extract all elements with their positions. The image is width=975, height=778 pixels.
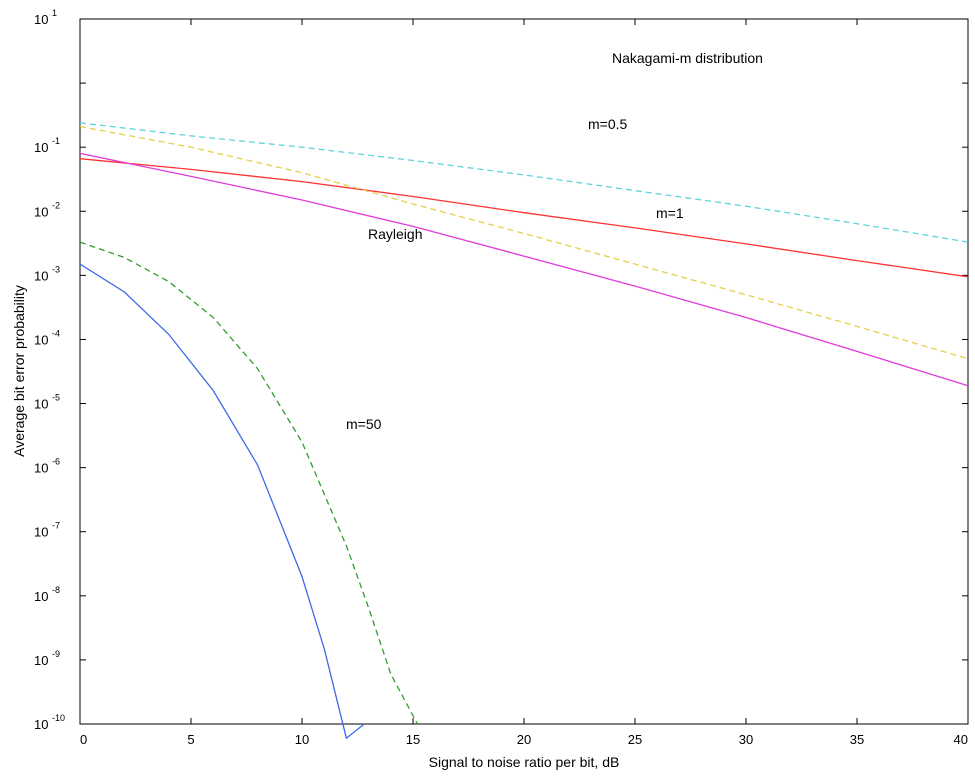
series-line-5 <box>79 263 365 740</box>
y-tick-label: 10 <box>34 525 48 540</box>
y-tick-label: 10 <box>34 12 48 27</box>
series-line-1 <box>79 122 969 243</box>
y-tick-label: 10 <box>34 268 48 283</box>
annotation-nakagami: Nakagami-m distribution <box>612 50 763 66</box>
y-tick-exponent: -9 <box>52 649 60 659</box>
y-tick-label: 10 <box>34 140 48 155</box>
y-tick-exponent: -3 <box>52 264 60 274</box>
x-tick-label: 15 <box>406 732 420 747</box>
y-tick-label: 10 <box>34 332 48 347</box>
series-line-4 <box>79 152 969 387</box>
y-tick-exponent: 1 <box>52 8 57 18</box>
y-tick-label: 10 <box>34 589 48 604</box>
series-line-6 <box>79 241 418 725</box>
y-tick-exponent: -6 <box>52 457 60 467</box>
y-tick-label: 10 <box>34 461 48 476</box>
x-tick-label: 35 <box>850 732 864 747</box>
x-tick-label: 10 <box>295 732 309 747</box>
annotation-m-50: m=50 <box>346 416 382 432</box>
annotation-m-1: m=1 <box>656 205 684 221</box>
annotation-rayleigh: Rayleigh <box>368 226 422 242</box>
y-tick-label: 10 <box>34 653 48 668</box>
y-tick-exponent: -4 <box>52 328 60 338</box>
axis-ticks: 0 5 10 15 20 25 30 35 40 10 1 10 -1 10 -2 10 -3 10 -4 10 -5 1… <box>34 8 969 747</box>
x-tick-label: 40 <box>954 732 968 747</box>
y-tick-label: 10 <box>34 397 48 412</box>
series-layer <box>79 122 969 740</box>
x-tick-label: 5 <box>187 732 194 747</box>
y-tick-label: 10 <box>34 204 48 219</box>
y-tick-exponent: -10 <box>52 713 65 723</box>
plot-area-box <box>79 18 969 725</box>
series-line-2 <box>79 158 969 278</box>
annotation-m-0-5: m=0.5 <box>588 116 628 132</box>
x-tick-label: 30 <box>739 732 753 747</box>
y-tick-exponent: -1 <box>52 136 60 146</box>
y-tick-label: 10 <box>34 717 48 732</box>
series-line-3 <box>79 125 969 360</box>
y-tick-exponent: -2 <box>52 200 60 210</box>
x-tick-label: 25 <box>628 732 642 747</box>
y-tick-exponent: -8 <box>52 585 60 595</box>
y-axis-label: Average bit error probability <box>11 285 27 457</box>
y-tick-exponent: -5 <box>52 393 60 403</box>
x-axis-label: Signal to noise ratio per bit, dB <box>429 754 620 770</box>
y-tick-exponent: -7 <box>52 521 60 531</box>
x-tick-label: 0 <box>80 732 87 747</box>
x-tick-label: 20 <box>517 732 531 747</box>
